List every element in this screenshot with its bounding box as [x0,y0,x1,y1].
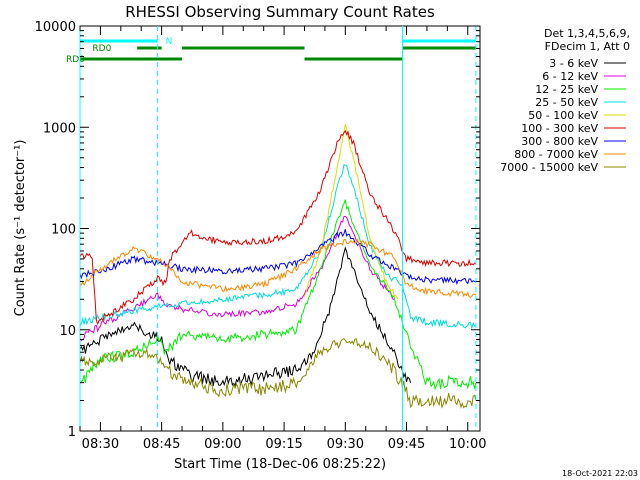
plot-area [79,25,481,432]
status-bar-label: RD0 [92,44,111,54]
legend-label: 50 - 100 keV [528,109,598,122]
x-axis-label: Start Time (18-Dec-06 08:25:22) [174,457,386,472]
status-bars: N RD0 RD0 [66,37,476,65]
legend: Det 1,3,4,5,6,9, FDecim 1, Att 0 3 - 6 k… [500,27,630,174]
y-axis: 1 10 100 1000 10000 [35,20,480,440]
y-tick-label: 10 [59,324,76,339]
series-layer [79,124,477,409]
y-axis-label: Count Rate (s⁻¹ detector⁻¹) [13,140,28,317]
chart-title: RHESSI Observing Summary Count Rates [125,3,435,21]
legend-header-line-2: FDecim 1, Att 0 [545,40,630,53]
status-bar-label: RD0 [66,55,85,65]
series-line [79,129,477,326]
x-tick-label: 09:00 [204,437,241,452]
legend-label: 300 - 800 keV [521,135,598,148]
legend-header-line-1: Det 1,3,4,5,6,9, [544,27,630,40]
y-tick-label: 10000 [35,20,76,35]
legend-label: 3 - 6 keV [549,57,598,70]
series-line [79,229,476,286]
series-line [304,124,399,300]
vertical-markers [79,26,477,431]
series-line [79,337,477,409]
series-line [79,246,412,387]
status-bar-label: N [166,37,173,47]
series-line [79,199,477,391]
series-line [79,238,477,299]
y-tick-label: 100 [51,223,76,238]
legend-label: 25 - 50 keV [535,96,598,109]
legend-label: 800 - 7000 keV [514,148,598,161]
y-tick-label: 1000 [43,121,76,136]
x-tick-label: 09:30 [327,437,364,452]
x-tick-label: 09:15 [265,437,302,452]
plot-frame [79,25,481,432]
y-tick-label: 1 [68,425,76,440]
x-tick-label: 08:45 [143,437,180,452]
series-line [79,164,477,330]
x-axis: 08:30 08:45 09:00 09:15 09:30 09:45 10:00 [79,26,486,452]
series-line [79,215,395,342]
x-tick-label: 10:00 [449,437,486,452]
legend-label: 7000 - 15000 keV [500,161,598,174]
legend-label: 6 - 12 keV [542,70,598,83]
x-tick-label: 09:45 [388,437,425,452]
footer-timestamp: 18-Oct-2021 22:03 [562,469,638,478]
legend-label: 12 - 25 keV [535,83,598,96]
legend-label: 100 - 300 keV [521,122,598,135]
x-tick-label: 08:30 [82,437,119,452]
